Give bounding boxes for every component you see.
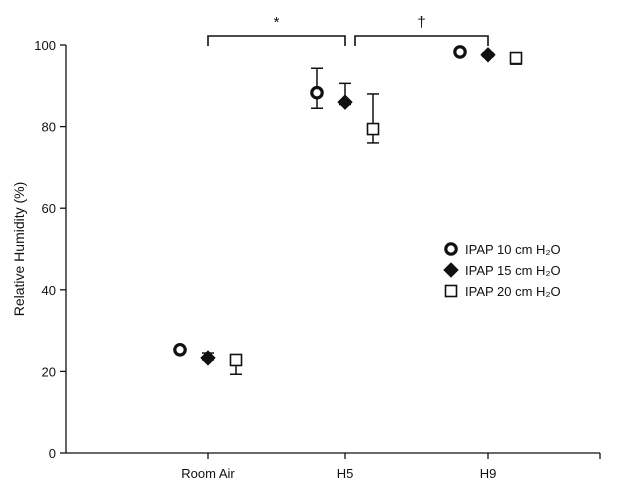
legend-marker bbox=[444, 242, 458, 256]
data-point bbox=[453, 45, 467, 59]
legend-label: IPAP 15 cm H₂O bbox=[465, 263, 561, 278]
y-tick-label: 40 bbox=[42, 283, 56, 298]
y-axis-label: Relative Humidity (%) bbox=[11, 182, 27, 317]
data-point bbox=[200, 350, 216, 366]
y-tick-label: 100 bbox=[34, 38, 56, 53]
data-point bbox=[310, 85, 324, 100]
significance-bracket: † bbox=[354, 14, 489, 46]
data-point bbox=[366, 122, 380, 136]
series-3 bbox=[229, 51, 523, 376]
legend-marker bbox=[444, 284, 458, 298]
data-point bbox=[229, 353, 243, 367]
x-tick-label: H5 bbox=[337, 466, 354, 481]
legend: IPAP 10 cm H₂O IPAP 15 cm H₂O IPAP 20 cm H… bbox=[443, 242, 561, 299]
legend-label: IPAP 10 cm H₂O bbox=[465, 242, 561, 257]
y-tick-label: 60 bbox=[42, 201, 56, 216]
legend-marker bbox=[443, 262, 459, 278]
data-point bbox=[480, 47, 496, 63]
series-group bbox=[173, 45, 523, 376]
bracket-line bbox=[207, 35, 346, 46]
y-tick-label: 80 bbox=[42, 120, 56, 135]
legend-item: IPAP 10 cm H₂O bbox=[444, 242, 561, 257]
series-2 bbox=[200, 47, 496, 366]
x-tick-label: H9 bbox=[480, 466, 497, 481]
data-point bbox=[173, 342, 187, 357]
significance-brackets: * † bbox=[207, 14, 489, 46]
y-tick-label: 0 bbox=[49, 446, 56, 461]
data-point bbox=[509, 51, 523, 65]
x-tick-label: Room Air bbox=[181, 466, 235, 481]
series-1 bbox=[173, 45, 467, 357]
y-tick-label: 20 bbox=[42, 364, 56, 379]
legend-label: IPAP 20 cm H₂O bbox=[465, 284, 561, 299]
significance-symbol: * bbox=[274, 14, 280, 31]
data-point bbox=[337, 94, 353, 110]
bracket-line bbox=[354, 35, 489, 46]
legend-item: IPAP 20 cm H₂O bbox=[444, 284, 561, 299]
significance-symbol: † bbox=[417, 14, 425, 31]
significance-bracket: * bbox=[207, 14, 346, 46]
axes: 0 20 40 60 80 100 Room Air H5 H9 Relative Humidit… bbox=[11, 38, 601, 481]
legend-item: IPAP 15 cm H₂O bbox=[443, 262, 561, 278]
